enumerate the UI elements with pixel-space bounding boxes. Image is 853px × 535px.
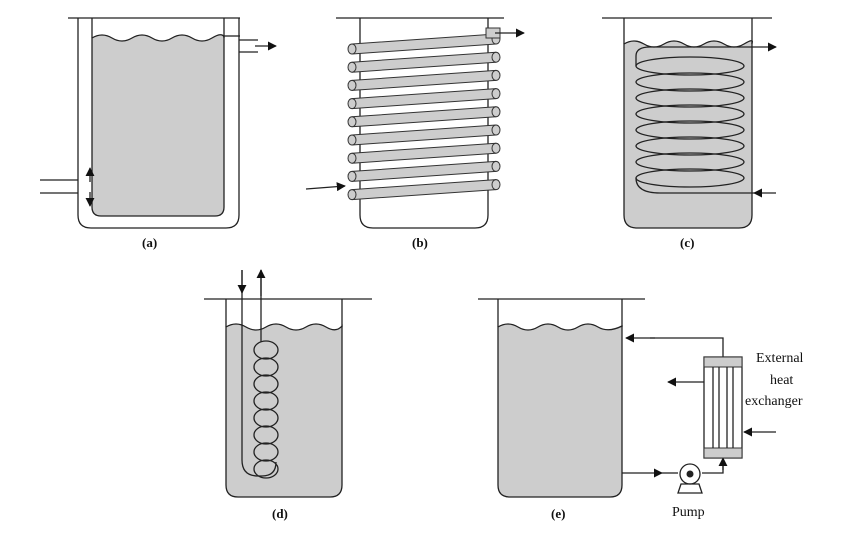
- vertical-helix-loop: [253, 374, 279, 394]
- panel-d-label: (d): [272, 506, 288, 521]
- coil-bend: [491, 160, 501, 172]
- vertical-helical-coil: [253, 340, 279, 479]
- panel-a-jacketed-vessel: (a): [40, 17, 277, 250]
- coil-turn: [351, 142, 497, 164]
- panel-b-external-coil: (b): [305, 17, 525, 250]
- panel-c-internal-helical-coil: (c): [602, 17, 777, 250]
- coil-bend: [491, 88, 501, 100]
- jacket-outer-wall: [77, 18, 240, 229]
- coil-bend: [491, 106, 501, 118]
- panel-a-label: (a): [142, 235, 157, 250]
- coil-turn: [351, 106, 497, 128]
- panel-d-vertical-coil: (d): [204, 269, 372, 521]
- coil-bend: [347, 152, 357, 164]
- coil-turn: [351, 179, 497, 201]
- helix-turn: [635, 104, 745, 124]
- vertical-helix-loop: [253, 408, 279, 428]
- coil-bend: [347, 43, 357, 55]
- coil-turn: [351, 33, 497, 55]
- coil-bend: [347, 134, 357, 146]
- panel-b-label: (b): [412, 235, 428, 250]
- external-coil: [347, 27, 501, 201]
- exchanger-label-line1: External: [756, 351, 804, 366]
- coil-inlet-arrow: [305, 182, 346, 192]
- coil-turn: [351, 69, 497, 91]
- coil-bend: [347, 170, 357, 182]
- vertical-helix-loop: [253, 357, 279, 377]
- coil-bend: [491, 179, 501, 191]
- helix-inlet-line: [635, 177, 754, 194]
- coil-bend: [491, 124, 501, 136]
- coil-turn: [351, 51, 497, 73]
- pump-icon: [677, 463, 703, 494]
- coil-bend: [347, 79, 357, 91]
- coil-turn: [351, 160, 497, 182]
- helix-turn: [635, 152, 745, 172]
- panel-e-external-exchanger: Pump External heat exchanger (e): [478, 298, 804, 521]
- helix-turn: [635, 88, 745, 108]
- coil-turn: [351, 88, 497, 110]
- vessel-b-wall: [359, 18, 489, 229]
- liquid-e: [497, 323, 623, 498]
- exchanger-label-line3: exchanger: [745, 394, 803, 409]
- helix-outlet-line: [635, 46, 744, 66]
- liquid-d: [225, 323, 343, 498]
- coil-bend: [491, 69, 501, 81]
- vertical-helix-loop: [253, 442, 279, 462]
- vertical-helix-loop: [253, 391, 279, 411]
- panel-c-label: (c): [680, 235, 694, 250]
- liquid-a: [91, 34, 225, 217]
- helix-turn: [635, 136, 745, 156]
- panel-e-label: (e): [551, 506, 565, 521]
- coil-turn: [351, 124, 497, 146]
- vertical-helix-loop: [253, 340, 279, 360]
- vertical-helix-loop: [253, 459, 279, 479]
- coil-bend: [491, 51, 501, 63]
- internal-helical-coil: [635, 46, 754, 194]
- helix-turn: [635, 72, 745, 92]
- coil-bend: [347, 61, 357, 73]
- coil-bend: [347, 116, 357, 128]
- heat-exchanger-shell: [703, 356, 743, 459]
- vertical-helix-loop: [253, 425, 279, 445]
- coil-bend: [347, 98, 357, 110]
- pump-label: Pump: [672, 505, 705, 520]
- helix-turn: [635, 120, 745, 140]
- exchanger-label-line2: heat: [770, 373, 793, 388]
- coil-bend: [347, 189, 357, 201]
- coil-bend: [491, 142, 501, 154]
